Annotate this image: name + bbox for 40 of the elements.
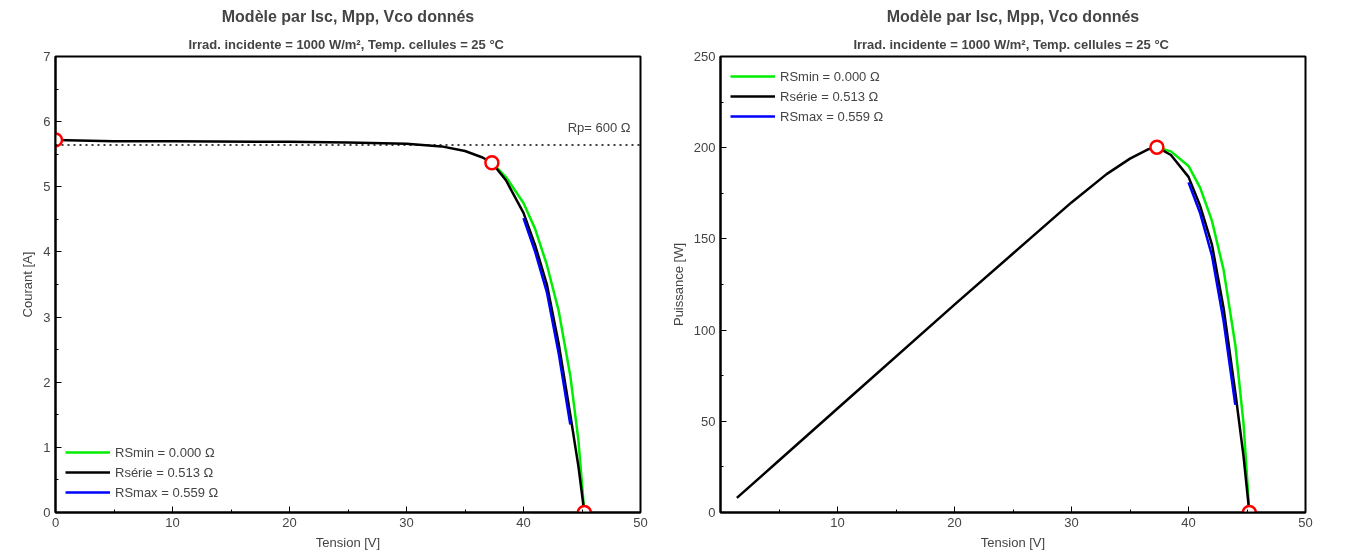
x-tick-label: 40 — [1181, 514, 1196, 530]
chart-title: Modèle par Isc, Mpp, Vco donnés — [886, 7, 1140, 25]
point — [484, 154, 500, 171]
y-tick-label: 50 — [701, 413, 716, 429]
x-tick-label: 20 — [947, 514, 962, 530]
legend-label: RSmax = 0.559 Ω — [780, 108, 884, 124]
x-tick-label: 10 — [830, 514, 845, 530]
y-axis-title: Puissance [W] — [670, 242, 686, 327]
chart-title: Modèle par Isc, Mpp, Vco donnés — [221, 7, 475, 25]
x-tick-label: 50 — [1298, 514, 1313, 530]
y-tick-label: 7 — [43, 49, 51, 64]
y-tick-label: 100 — [693, 322, 716, 338]
x-axis-title: Tension [V] — [315, 534, 381, 550]
x-tick-label: 20 — [282, 514, 297, 530]
y-tick-label: 250 — [693, 49, 716, 64]
y-tick-label: 5 — [43, 179, 51, 195]
y-tick-label: 1 — [43, 439, 51, 455]
x-tick-label: 50 — [633, 514, 648, 530]
y-tick-label: 150 — [693, 231, 716, 247]
y-tick-label: 3 — [43, 309, 51, 325]
y-tick-label: 6 — [43, 114, 51, 130]
line-series — [1187, 181, 1237, 407]
x-tick-label: 30 — [1064, 514, 1079, 530]
y-tick-label: 2 — [43, 374, 51, 390]
line-series — [522, 216, 572, 426]
legend-label: RSmin = 0.000 Ω — [115, 444, 215, 460]
chart-subtitle: Irrad. incidente = 1000 W/m², Temp. cellules = 25 °C — [188, 36, 505, 52]
x-tick-label: 30 — [399, 514, 414, 530]
chart-subtitle: Irrad. incidente = 1000 W/m², Temp. cellules = 25 °C — [853, 36, 1170, 52]
y-axis-title: Courant [A] — [20, 251, 36, 318]
legend-label: Rsérie = 0.513 Ω — [115, 464, 214, 480]
annotation: Rp= 600 Ω — [567, 120, 631, 136]
y-tick-label: 4 — [43, 244, 51, 260]
x-axis-title: Tension [V] — [980, 534, 1046, 550]
x-tick-label: 40 — [516, 514, 531, 530]
legend-label: RSmin = 0.000 Ω — [780, 68, 880, 84]
legend-label: RSmax = 0.559 Ω — [115, 484, 219, 500]
legend-label: Rsérie = 0.513 Ω — [780, 88, 879, 104]
y-tick-label: 200 — [693, 140, 716, 156]
x-tick-label: 10 — [165, 514, 180, 530]
